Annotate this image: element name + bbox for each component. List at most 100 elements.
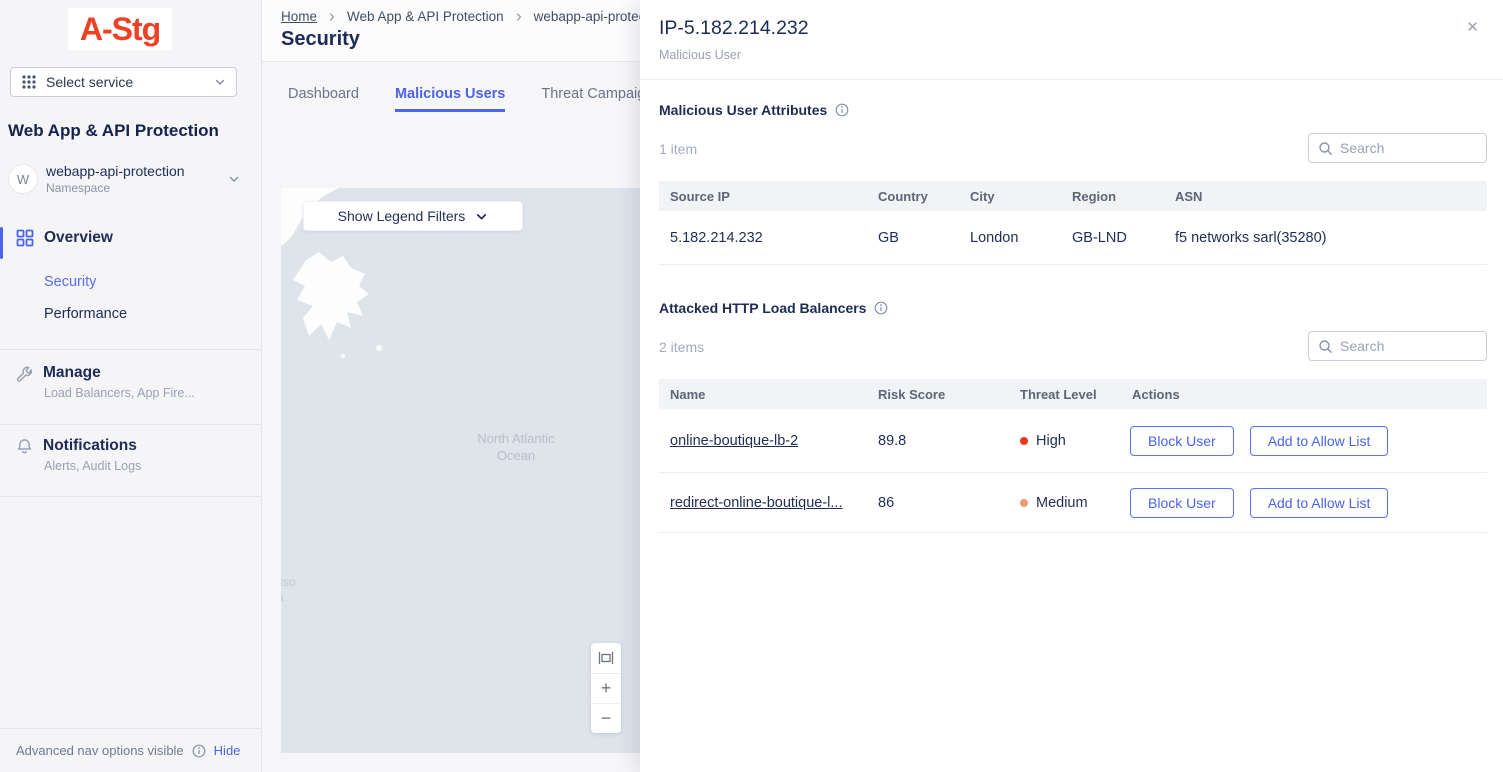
table-header-row: Name Risk Score Threat Level Actions	[659, 379, 1487, 409]
table-row: 5.182.214.232 GB London GB-LND f5 networ…	[659, 211, 1487, 265]
cell-name: redirect-online-boutique-l...	[659, 495, 867, 511]
cell-asn: f5 networks sarl(35280)	[1175, 229, 1327, 246]
sidebar-item-notifications[interactable]: Notifications Alerts, Audit Logs	[0, 437, 262, 473]
sidebar-item-label: Notifications	[43, 437, 137, 454]
load-balancers-count: 2 items	[659, 339, 705, 355]
info-icon[interactable]	[835, 103, 849, 117]
column-header: Actions	[1132, 386, 1180, 402]
divider	[0, 349, 262, 350]
load-balancers-title-text: Attacked HTTP Load Balancers	[659, 300, 867, 316]
brand-logo-text: A-Stg	[79, 10, 161, 47]
brand-logo[interactable]: A-Stg	[68, 8, 172, 50]
map-zoom-in-button[interactable]: +	[591, 673, 621, 703]
cell-actions: Block User Add to Allow List	[1121, 425, 1487, 456]
sidebar-item-manage[interactable]: Manage Load Balancers, App Fire...	[0, 364, 262, 400]
chevron-down-icon	[228, 173, 240, 185]
column-header: ASN	[1175, 188, 1203, 204]
wrench-icon	[16, 365, 33, 382]
cell-country: GB	[878, 229, 899, 246]
divider	[0, 496, 262, 497]
tab-threat-campaigns[interactable]: Threat Campaigns	[541, 86, 661, 102]
map-landmass	[281, 188, 382, 358]
select-service-label: Select service	[46, 74, 134, 90]
block-user-button[interactable]: Block User	[1130, 487, 1234, 518]
breadcrumb: Home Web App & API Protection webapp-api…	[281, 9, 667, 24]
cell-city: London	[970, 229, 1019, 246]
sidebar-item-overview[interactable]: Overview	[0, 229, 262, 247]
load-balancers-section-title: Attacked HTTP Load Balancers	[659, 300, 888, 316]
search-input[interactable]	[1340, 338, 1470, 354]
threat-level-dot	[1020, 498, 1028, 507]
sidebar-item-performance[interactable]: Performance	[44, 306, 128, 322]
map-fit-bounds-button[interactable]	[591, 643, 621, 673]
load-balancers-search	[1308, 331, 1487, 361]
table-row: redirect-online-boutique-l... 86 Medium …	[659, 473, 1487, 533]
chevron-right-icon	[327, 12, 337, 22]
column-header: Risk Score	[878, 386, 946, 402]
add-to-allow-list-button[interactable]: Add to Allow List	[1249, 425, 1389, 456]
cell-actions: Block User Add to Allow List	[1121, 487, 1487, 518]
column-header: Threat Level	[1020, 386, 1097, 402]
map-zoom-out-button[interactable]: −	[591, 703, 621, 733]
fit-bounds-icon	[598, 652, 614, 664]
attributes-table: Source IP Country City Region ASN 5.182.…	[659, 181, 1487, 265]
details-drawer: IP-5.182.214.232 Malicious User ✕ Malici…	[640, 0, 1503, 772]
tab-malicious-users[interactable]: Malicious Users	[394, 86, 506, 112]
legend-filters-button[interactable]: Show Legend Filters	[303, 201, 523, 231]
search-icon	[1318, 141, 1333, 156]
column-header: Name	[670, 386, 706, 402]
cell-risk-score: 89.8	[878, 432, 907, 449]
breadcrumb-waap[interactable]: Web App & API Protection	[347, 9, 504, 24]
cell-region: GB-LND	[1072, 229, 1127, 246]
breadcrumb-namespace[interactable]: webapp-api-protection	[533, 9, 668, 24]
attributes-count: 1 item	[659, 141, 698, 157]
threat-level-dot	[1020, 436, 1028, 445]
info-icon[interactable]	[874, 301, 888, 315]
legend-filters-label: Show Legend Filters	[337, 208, 466, 224]
sidebar-item-security[interactable]: Security	[44, 274, 97, 290]
cell-risk-score: 86	[878, 494, 895, 511]
hide-nav-link[interactable]: Hide	[213, 743, 241, 758]
namespace-switcher[interactable]: W webapp-api-protection Namespace	[8, 158, 254, 200]
ocean-label: North Atlantic Ocean	[477, 431, 555, 463]
map-controls: + −	[591, 643, 621, 733]
table-header-row: Source IP Country City Region ASN	[659, 181, 1487, 211]
attributes-title-text: Malicious User Attributes	[659, 102, 828, 118]
search-input[interactable]	[1340, 140, 1470, 156]
lb-name-link[interactable]: redirect-online-boutique-l...	[670, 494, 843, 511]
sidebar-item-label: Manage	[43, 364, 101, 381]
namespace-text: webapp-api-protection Namespace	[46, 163, 228, 195]
cell-threat-level: Medium	[1009, 495, 1121, 511]
namespace-type-label: Namespace	[46, 181, 111, 195]
info-icon	[192, 744, 206, 758]
drawer-title: IP-5.182.214.232	[659, 17, 809, 39]
cell-threat-level: High	[1009, 433, 1121, 449]
bell-icon	[16, 438, 33, 455]
map-label-partial: sso	[281, 575, 296, 589]
column-header: Region	[1072, 188, 1117, 204]
tab-bar: Dashboard Malicious Users Threat Campaig…	[288, 86, 661, 112]
breadcrumb-home[interactable]: Home	[281, 9, 318, 24]
divider	[0, 424, 262, 425]
table-row: online-boutique-lb-2 89.8 High Block Use…	[659, 409, 1487, 473]
close-icon[interactable]: ✕	[1466, 19, 1479, 36]
apps-grid-icon	[21, 74, 37, 90]
lb-name-link[interactable]: online-boutique-lb-2	[670, 432, 799, 449]
column-header: Source IP	[670, 188, 730, 204]
namespace-name: webapp-api-protection	[46, 163, 185, 179]
block-user-button[interactable]: Block User	[1130, 425, 1234, 456]
sidebar-item-subtitle: Alerts, Audit Logs	[44, 459, 142, 473]
attributes-search	[1308, 133, 1487, 163]
sidebar-footer: Advanced nav options visible Hide	[0, 728, 262, 772]
cell-name: online-boutique-lb-2	[659, 433, 867, 449]
chevron-down-icon	[475, 210, 488, 223]
threat-level-label: Medium	[1036, 494, 1088, 511]
overview-grid-icon	[16, 229, 34, 247]
chevron-down-icon	[214, 76, 226, 88]
sidebar-item-subtitle: Load Balancers, App Fire...	[44, 386, 195, 400]
tab-dashboard[interactable]: Dashboard	[288, 86, 359, 102]
select-service-dropdown[interactable]: Select service	[10, 67, 237, 97]
add-to-allow-list-button[interactable]: Add to Allow List	[1249, 487, 1389, 518]
column-header: Country	[878, 188, 928, 204]
